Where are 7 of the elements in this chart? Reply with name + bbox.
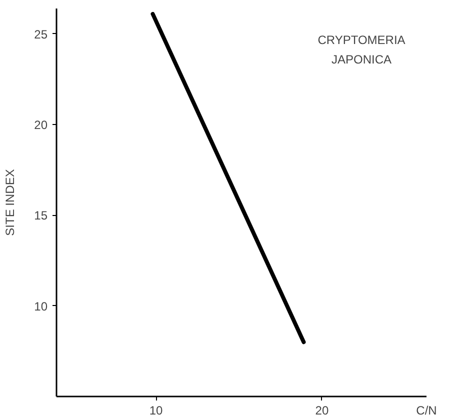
y-tick-label: 20 [34,118,48,132]
annotation: CRYPTOMERIA JAPONICA [318,32,406,66]
y-tick-label: 10 [34,299,48,314]
y-tick-label: 25 [34,27,48,42]
y-axis-title: SITE INDEX [3,169,18,236]
y-tick-label: 15 [34,208,48,223]
x-axis-title: C/N [416,404,437,418]
